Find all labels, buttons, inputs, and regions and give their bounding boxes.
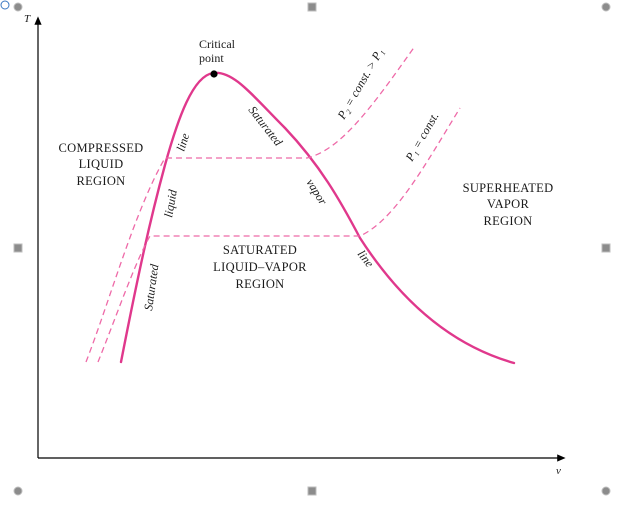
compressed-region-label-line2: LIQUID	[79, 157, 124, 171]
critical-point-label-line2: point	[199, 51, 224, 65]
y-axis-label: T	[24, 13, 31, 25]
saturated-region-label-line3: REGION	[235, 277, 284, 291]
saturated-vapor-line-word3: line	[355, 247, 378, 270]
resize-handle-bottom-right[interactable]	[601, 486, 611, 496]
x-axis-label: v	[556, 465, 561, 477]
resize-handle-top[interactable]	[307, 2, 317, 12]
saturated-liquid-line-word2: liquid	[161, 188, 180, 219]
saturated-region-label-line2: LIQUID–VAPOR	[213, 260, 307, 274]
saturation-dome-curve	[119, 71, 516, 365]
isobar-p1	[97, 107, 461, 363]
saturated-liquid-line-word3: line	[173, 131, 192, 153]
isobar-p1-label: P₁ = const.	[402, 110, 442, 165]
rotate-handle-icon[interactable]	[0, 0, 10, 10]
selection-handles[interactable]	[13, 2, 611, 496]
superheated-region-label-line1: SUPERHEATED	[463, 181, 554, 195]
isobar-p2	[85, 45, 416, 363]
superheated-region-label-line2: VAPOR	[487, 197, 530, 211]
resize-handle-top-right[interactable]	[601, 2, 611, 12]
critical-point-label-line1: Critical	[199, 37, 236, 51]
compressed-region-label-line1: COMPRESSED	[59, 141, 144, 155]
resize-handle-top-left[interactable]	[13, 2, 23, 12]
saturated-liquid-line-word1: Saturated	[141, 262, 161, 311]
resize-handle-left[interactable]	[13, 243, 23, 253]
saturated-vapor-line-word1: Saturated	[246, 103, 286, 149]
critical-point-marker	[210, 70, 218, 78]
saturated-region-label-line1: SATURATED	[223, 243, 297, 257]
superheated-region-label-line3: REGION	[483, 214, 532, 228]
resize-handle-right[interactable]	[601, 243, 611, 253]
resize-handle-bottom[interactable]	[307, 486, 317, 496]
compressed-region-label-line3: REGION	[76, 174, 125, 188]
isobar-p2-label: P₂ = const. > P₁	[334, 46, 386, 123]
resize-handle-bottom-left[interactable]	[13, 486, 23, 496]
